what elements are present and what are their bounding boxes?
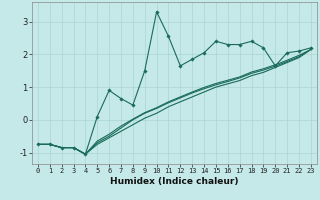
X-axis label: Humidex (Indice chaleur): Humidex (Indice chaleur): [110, 177, 239, 186]
